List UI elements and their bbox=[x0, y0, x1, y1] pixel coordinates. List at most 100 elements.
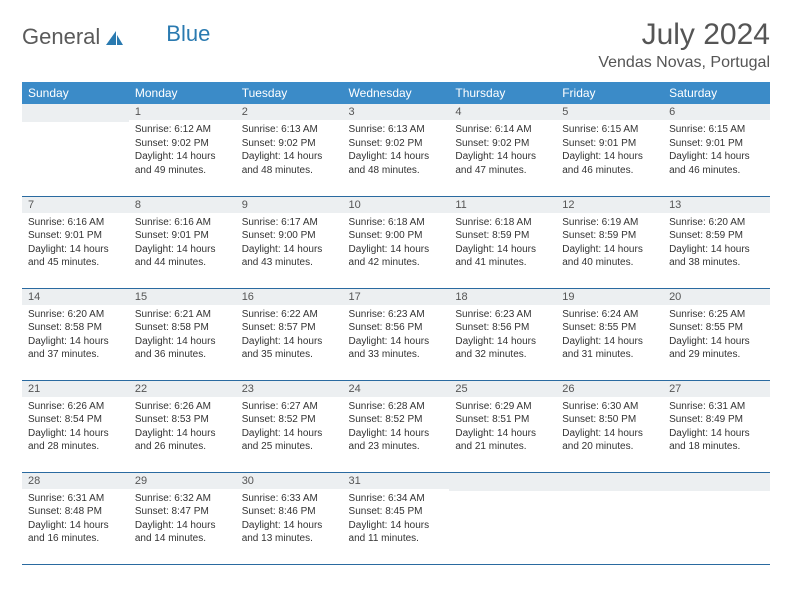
day-number: 10 bbox=[343, 197, 450, 213]
day-number bbox=[449, 473, 556, 491]
calendar-cell bbox=[22, 104, 129, 196]
day-number: 17 bbox=[343, 289, 450, 305]
day-number: 30 bbox=[236, 473, 343, 489]
cell-line: Daylight: 14 hours and 37 minutes. bbox=[28, 335, 123, 362]
cell-line: Daylight: 14 hours and 29 minutes. bbox=[669, 335, 764, 362]
day-number: 8 bbox=[129, 197, 236, 213]
cell-line: Daylight: 14 hours and 48 minutes. bbox=[242, 150, 337, 177]
day-header: Wednesday bbox=[343, 82, 450, 104]
cell-line: Sunset: 9:01 PM bbox=[28, 229, 123, 243]
cell-body: Sunrise: 6:31 AMSunset: 8:49 PMDaylight:… bbox=[663, 397, 770, 460]
calendar-cell bbox=[449, 472, 556, 564]
calendar-week-row: 28Sunrise: 6:31 AMSunset: 8:48 PMDayligh… bbox=[22, 472, 770, 564]
cell-line: Sunset: 9:01 PM bbox=[135, 229, 230, 243]
cell-body: Sunrise: 6:21 AMSunset: 8:58 PMDaylight:… bbox=[129, 305, 236, 368]
cell-line: Sunrise: 6:25 AM bbox=[669, 308, 764, 322]
cell-body: Sunrise: 6:18 AMSunset: 9:00 PMDaylight:… bbox=[343, 213, 450, 276]
calendar-cell: 17Sunrise: 6:23 AMSunset: 8:56 PMDayligh… bbox=[343, 288, 450, 380]
cell-body: Sunrise: 6:27 AMSunset: 8:52 PMDaylight:… bbox=[236, 397, 343, 460]
day-header: Monday bbox=[129, 82, 236, 104]
day-number: 18 bbox=[449, 289, 556, 305]
calendar-cell: 3Sunrise: 6:13 AMSunset: 9:02 PMDaylight… bbox=[343, 104, 450, 196]
calendar-cell: 12Sunrise: 6:19 AMSunset: 8:59 PMDayligh… bbox=[556, 196, 663, 288]
calendar-week-row: 7Sunrise: 6:16 AMSunset: 9:01 PMDaylight… bbox=[22, 196, 770, 288]
cell-line: Daylight: 14 hours and 20 minutes. bbox=[562, 427, 657, 454]
cell-line: Sunset: 8:49 PM bbox=[669, 413, 764, 427]
cell-line: Sunset: 8:50 PM bbox=[562, 413, 657, 427]
day-number: 20 bbox=[663, 289, 770, 305]
day-number: 5 bbox=[556, 104, 663, 120]
day-number: 29 bbox=[129, 473, 236, 489]
cell-line: Daylight: 14 hours and 40 minutes. bbox=[562, 243, 657, 270]
calendar-cell: 18Sunrise: 6:23 AMSunset: 8:56 PMDayligh… bbox=[449, 288, 556, 380]
cell-line: Sunrise: 6:34 AM bbox=[349, 492, 444, 506]
cell-body: Sunrise: 6:17 AMSunset: 9:00 PMDaylight:… bbox=[236, 213, 343, 276]
logo-text-blue: Blue bbox=[166, 21, 210, 47]
cell-line: Daylight: 14 hours and 46 minutes. bbox=[669, 150, 764, 177]
cell-line: Sunrise: 6:16 AM bbox=[28, 216, 123, 230]
cell-body: Sunrise: 6:30 AMSunset: 8:50 PMDaylight:… bbox=[556, 397, 663, 460]
calendar-cell: 25Sunrise: 6:29 AMSunset: 8:51 PMDayligh… bbox=[449, 380, 556, 472]
cell-body: Sunrise: 6:32 AMSunset: 8:47 PMDaylight:… bbox=[129, 489, 236, 552]
calendar-cell: 22Sunrise: 6:26 AMSunset: 8:53 PMDayligh… bbox=[129, 380, 236, 472]
day-number: 1 bbox=[129, 104, 236, 120]
cell-line: Sunrise: 6:14 AM bbox=[455, 123, 550, 137]
cell-line: Daylight: 14 hours and 31 minutes. bbox=[562, 335, 657, 362]
cell-body: Sunrise: 6:22 AMSunset: 8:57 PMDaylight:… bbox=[236, 305, 343, 368]
cell-line: Sunrise: 6:31 AM bbox=[669, 400, 764, 414]
title-block: July 2024 Vendas Novas, Portugal bbox=[598, 18, 770, 72]
cell-line: Sunset: 8:52 PM bbox=[242, 413, 337, 427]
calendar-cell: 19Sunrise: 6:24 AMSunset: 8:55 PMDayligh… bbox=[556, 288, 663, 380]
cell-line: Sunset: 8:51 PM bbox=[455, 413, 550, 427]
cell-line: Sunset: 9:02 PM bbox=[349, 137, 444, 151]
cell-line: Daylight: 14 hours and 41 minutes. bbox=[455, 243, 550, 270]
calendar-cell: 8Sunrise: 6:16 AMSunset: 9:01 PMDaylight… bbox=[129, 196, 236, 288]
day-header: Saturday bbox=[663, 82, 770, 104]
cell-line: Daylight: 14 hours and 35 minutes. bbox=[242, 335, 337, 362]
cell-body: Sunrise: 6:25 AMSunset: 8:55 PMDaylight:… bbox=[663, 305, 770, 368]
cell-line: Sunset: 8:58 PM bbox=[135, 321, 230, 335]
logo-sail-icon bbox=[104, 29, 124, 47]
cell-line: Daylight: 14 hours and 36 minutes. bbox=[135, 335, 230, 362]
calendar-cell: 1Sunrise: 6:12 AMSunset: 9:02 PMDaylight… bbox=[129, 104, 236, 196]
header: General Blue July 2024 Vendas Novas, Por… bbox=[22, 18, 770, 72]
calendar-cell: 9Sunrise: 6:17 AMSunset: 9:00 PMDaylight… bbox=[236, 196, 343, 288]
cell-body: Sunrise: 6:34 AMSunset: 8:45 PMDaylight:… bbox=[343, 489, 450, 552]
calendar-cell: 10Sunrise: 6:18 AMSunset: 9:00 PMDayligh… bbox=[343, 196, 450, 288]
cell-line: Sunrise: 6:15 AM bbox=[669, 123, 764, 137]
calendar-cell: 26Sunrise: 6:30 AMSunset: 8:50 PMDayligh… bbox=[556, 380, 663, 472]
calendar-cell: 16Sunrise: 6:22 AMSunset: 8:57 PMDayligh… bbox=[236, 288, 343, 380]
cell-line: Daylight: 14 hours and 43 minutes. bbox=[242, 243, 337, 270]
cell-line: Daylight: 14 hours and 47 minutes. bbox=[455, 150, 550, 177]
cell-line: Daylight: 14 hours and 49 minutes. bbox=[135, 150, 230, 177]
day-header: Friday bbox=[556, 82, 663, 104]
cell-line: Sunset: 9:00 PM bbox=[349, 229, 444, 243]
cell-line: Sunrise: 6:23 AM bbox=[349, 308, 444, 322]
day-number: 14 bbox=[22, 289, 129, 305]
cell-line: Sunrise: 6:23 AM bbox=[455, 308, 550, 322]
calendar-cell: 5Sunrise: 6:15 AMSunset: 9:01 PMDaylight… bbox=[556, 104, 663, 196]
cell-line: Sunset: 8:45 PM bbox=[349, 505, 444, 519]
cell-line: Sunrise: 6:13 AM bbox=[242, 123, 337, 137]
cell-line: Sunset: 8:53 PM bbox=[135, 413, 230, 427]
cell-line: Sunrise: 6:33 AM bbox=[242, 492, 337, 506]
calendar-cell: 4Sunrise: 6:14 AMSunset: 9:02 PMDaylight… bbox=[449, 104, 556, 196]
cell-line: Sunset: 9:02 PM bbox=[242, 137, 337, 151]
day-number: 12 bbox=[556, 197, 663, 213]
day-number: 9 bbox=[236, 197, 343, 213]
day-number: 21 bbox=[22, 381, 129, 397]
cell-line: Sunset: 8:55 PM bbox=[562, 321, 657, 335]
day-number: 11 bbox=[449, 197, 556, 213]
cell-line: Daylight: 14 hours and 38 minutes. bbox=[669, 243, 764, 270]
cell-line: Daylight: 14 hours and 42 minutes. bbox=[349, 243, 444, 270]
cell-body: Sunrise: 6:15 AMSunset: 9:01 PMDaylight:… bbox=[663, 120, 770, 183]
calendar-cell: 27Sunrise: 6:31 AMSunset: 8:49 PMDayligh… bbox=[663, 380, 770, 472]
cell-line: Sunset: 8:47 PM bbox=[135, 505, 230, 519]
calendar-week-row: 1Sunrise: 6:12 AMSunset: 9:02 PMDaylight… bbox=[22, 104, 770, 196]
cell-body: Sunrise: 6:28 AMSunset: 8:52 PMDaylight:… bbox=[343, 397, 450, 460]
cell-body: Sunrise: 6:33 AMSunset: 8:46 PMDaylight:… bbox=[236, 489, 343, 552]
cell-body: Sunrise: 6:15 AMSunset: 9:01 PMDaylight:… bbox=[556, 120, 663, 183]
cell-line: Sunrise: 6:18 AM bbox=[349, 216, 444, 230]
cell-line: Daylight: 14 hours and 16 minutes. bbox=[28, 519, 123, 546]
calendar-cell: 29Sunrise: 6:32 AMSunset: 8:47 PMDayligh… bbox=[129, 472, 236, 564]
